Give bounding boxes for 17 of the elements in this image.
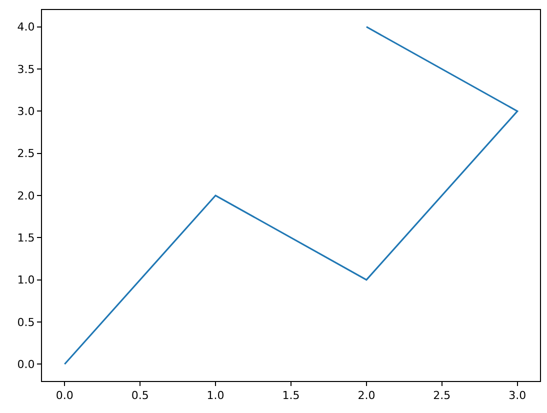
line-series: [64, 26, 518, 365]
x-tick-label: 1.5: [282, 389, 300, 402]
x-tick-label: 2.0: [358, 389, 376, 402]
y-tick-label: 2.0: [17, 189, 35, 202]
x-tick-label: 0.5: [131, 389, 149, 402]
y-tick-label: 0.0: [17, 358, 35, 371]
x-tick-label: 3.0: [508, 389, 526, 402]
x-tick-label: 0.0: [56, 389, 74, 402]
y-tick-label: 3.0: [17, 105, 35, 118]
y-tick-label: 0.5: [17, 316, 35, 329]
y-tick-label: 3.5: [17, 62, 35, 76]
y-tick-label: 1.0: [17, 274, 35, 287]
y-tick-label: 2.5: [17, 147, 35, 160]
y-tick-label: 1.5: [17, 232, 35, 245]
y-tick-label: 4.0: [17, 20, 35, 34]
x-tick-label: 1.0: [206, 389, 224, 402]
x-tick-label: 2.5: [433, 389, 451, 402]
